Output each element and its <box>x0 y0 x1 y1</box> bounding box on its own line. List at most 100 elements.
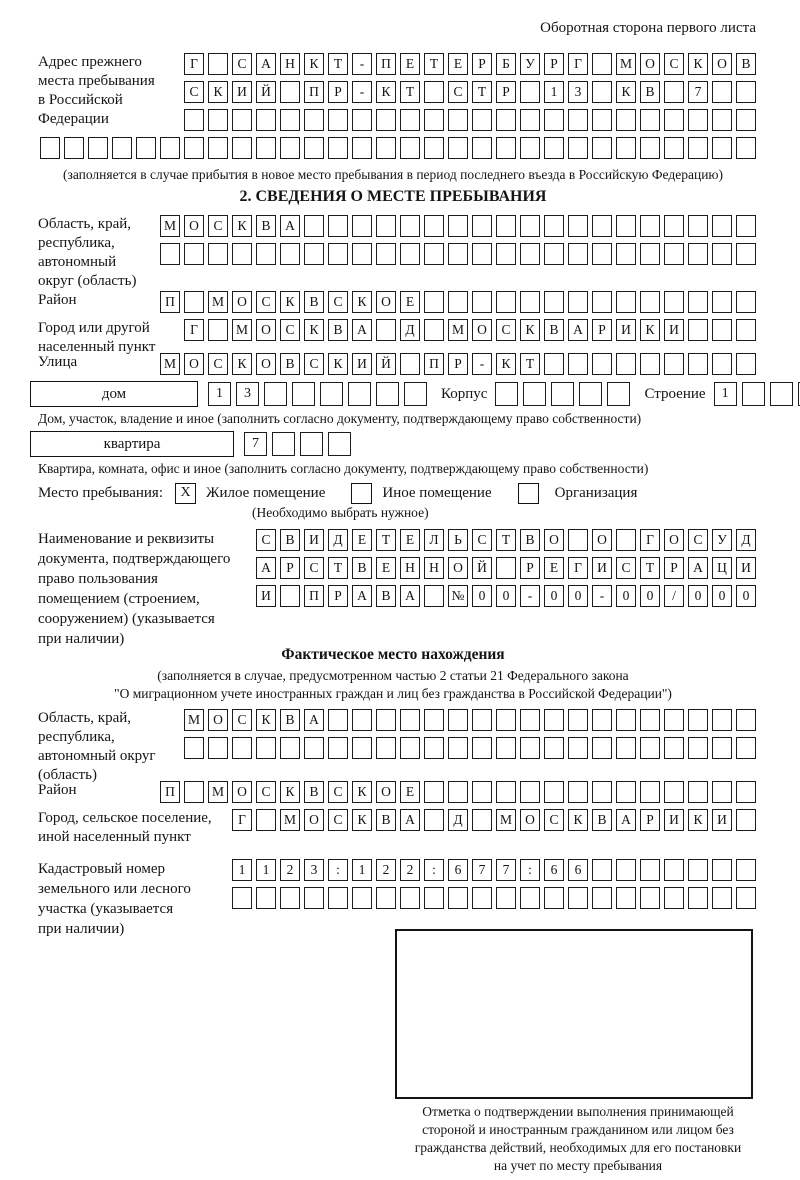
char-box[interactable]: : <box>424 859 444 881</box>
char-box[interactable] <box>208 319 228 341</box>
char-box[interactable]: 0 <box>568 585 588 607</box>
char-box[interactable] <box>592 109 612 131</box>
char-box[interactable] <box>797 382 800 406</box>
char-box[interactable] <box>568 353 588 375</box>
char-box[interactable] <box>348 382 371 406</box>
char-box[interactable]: М <box>448 319 468 341</box>
char-box[interactable]: А <box>304 709 324 731</box>
char-box[interactable] <box>544 709 564 731</box>
char-box[interactable] <box>741 382 765 406</box>
char-box[interactable] <box>496 709 516 731</box>
char-box[interactable]: Е <box>400 529 420 551</box>
char-box[interactable] <box>40 137 60 159</box>
char-box[interactable]: 1 <box>208 382 231 406</box>
char-box[interactable]: О <box>232 291 252 313</box>
char-box[interactable]: К <box>304 53 324 75</box>
char-box[interactable] <box>520 137 540 159</box>
char-box[interactable] <box>664 859 684 881</box>
char-box[interactable] <box>712 81 732 103</box>
char-box[interactable] <box>272 432 295 456</box>
char-box[interactable] <box>328 137 348 159</box>
char-box[interactable]: Д <box>736 529 756 551</box>
char-box[interactable]: 2 <box>280 859 300 881</box>
char-box[interactable] <box>496 137 516 159</box>
char-box[interactable] <box>736 859 756 881</box>
char-box[interactable] <box>664 737 684 759</box>
char-box[interactable] <box>160 243 180 265</box>
char-box[interactable] <box>208 737 228 759</box>
char-box[interactable] <box>736 319 756 341</box>
char-box[interactable]: В <box>280 709 300 731</box>
char-box[interactable] <box>640 353 660 375</box>
char-box[interactable]: В <box>256 215 276 237</box>
char-box[interactable] <box>592 53 612 75</box>
char-box[interactable] <box>520 887 540 909</box>
char-box[interactable] <box>568 887 588 909</box>
char-box[interactable]: Й <box>472 557 492 579</box>
char-box[interactable]: - <box>520 585 540 607</box>
char-box[interactable] <box>712 709 732 731</box>
char-box[interactable]: 0 <box>472 585 492 607</box>
char-box[interactable] <box>736 737 756 759</box>
char-box[interactable] <box>304 137 324 159</box>
char-box[interactable]: В <box>304 291 324 313</box>
char-box[interactable] <box>736 781 756 803</box>
house-type-box[interactable]: дом <box>30 381 198 407</box>
char-box[interactable] <box>616 709 636 731</box>
char-box[interactable]: Р <box>280 557 300 579</box>
char-box[interactable] <box>184 737 204 759</box>
char-box[interactable]: И <box>712 809 732 831</box>
char-box[interactable] <box>376 215 396 237</box>
char-box[interactable] <box>616 887 636 909</box>
char-box[interactable] <box>592 81 612 103</box>
char-box[interactable] <box>472 137 492 159</box>
char-box[interactable] <box>232 737 252 759</box>
char-box[interactable] <box>400 887 420 909</box>
char-box[interactable] <box>280 585 300 607</box>
char-box[interactable]: - <box>592 585 612 607</box>
char-box[interactable] <box>300 432 323 456</box>
char-box[interactable]: С <box>208 353 228 375</box>
char-box[interactable]: О <box>256 319 276 341</box>
char-box[interactable] <box>568 781 588 803</box>
char-box[interactable]: К <box>352 291 372 313</box>
char-box[interactable]: С <box>544 809 564 831</box>
char-box[interactable]: О <box>544 529 564 551</box>
char-box[interactable]: А <box>256 53 276 75</box>
char-box[interactable]: К <box>328 353 348 375</box>
char-box[interactable] <box>640 709 660 731</box>
char-box[interactable]: К <box>280 291 300 313</box>
char-box[interactable]: Р <box>472 53 492 75</box>
char-box[interactable]: О <box>640 53 660 75</box>
char-box[interactable]: К <box>232 215 252 237</box>
char-box[interactable]: К <box>304 319 324 341</box>
char-box[interactable] <box>184 243 204 265</box>
char-box[interactable]: 0 <box>640 585 660 607</box>
char-box[interactable]: 3 <box>236 382 259 406</box>
char-box[interactable] <box>520 781 540 803</box>
char-box[interactable] <box>448 243 468 265</box>
char-box[interactable] <box>424 215 444 237</box>
char-box[interactable]: Е <box>352 529 372 551</box>
char-box[interactable] <box>496 887 516 909</box>
char-box[interactable] <box>208 53 228 75</box>
char-box[interactable]: К <box>256 709 276 731</box>
char-box[interactable] <box>592 737 612 759</box>
char-box[interactable] <box>544 781 564 803</box>
char-box[interactable]: О <box>376 781 396 803</box>
char-box[interactable] <box>160 137 180 159</box>
char-box[interactable] <box>424 243 444 265</box>
char-box[interactable] <box>472 243 492 265</box>
char-box[interactable]: 0 <box>736 585 756 607</box>
char-box[interactable] <box>320 382 343 406</box>
char-box[interactable]: В <box>352 557 372 579</box>
char-box[interactable] <box>264 382 287 406</box>
char-box[interactable]: К <box>280 781 300 803</box>
char-box[interactable]: 0 <box>688 585 708 607</box>
char-box[interactable] <box>136 137 156 159</box>
char-box[interactable] <box>352 243 372 265</box>
char-box[interactable]: Р <box>640 809 660 831</box>
char-box[interactable]: Т <box>328 53 348 75</box>
char-box[interactable]: 6 <box>568 859 588 881</box>
char-box[interactable] <box>736 215 756 237</box>
